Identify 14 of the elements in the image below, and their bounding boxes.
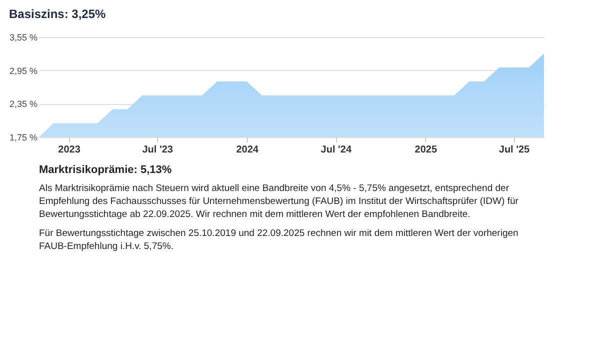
- x-tick-label: Jul '25: [498, 144, 530, 156]
- y-tick-label: 2,95 %: [9, 66, 38, 76]
- x-tick-label: Jul '23: [142, 144, 174, 156]
- x-tick-label: 2023: [58, 144, 81, 156]
- text: Marktrisikoprämie: 5,13%: [39, 164, 172, 176]
- y-tick-label: 1,75 %: [9, 132, 38, 142]
- x-tick-label: 2025: [414, 144, 438, 156]
- y-tick-label: 2,35 %: [9, 99, 38, 110]
- text: Als Marktrisikoprämie nach Steuern wird aktuell eine Bandbreite von 4,5% - 5,75% angesetzt, entsprechend der Empfehlung des Fachausschusses für Unternehmensbewertung (FAUB) im Institut der Wirtschaftsprüfer (IDW) für Bewertungsstichtage ab 22.09.2025. Wir rechnen mit dem mittleren Wert der empfohlenen Bandbreite.: [39, 183, 518, 220]
- x-tick-label: Jul '24: [320, 144, 352, 156]
- y-tick-label: 3,55 %: [9, 32, 38, 42]
- text: Für Bewertungsstichtage zwischen 25.10.2019 und 22.09.2025 rechnen wir mit dem mittleren Wert der vorherigen FAUB-Empfehlung i.H.v. 5,75%.: [39, 228, 518, 252]
- x-tick-label: 2024: [236, 144, 259, 156]
- chart-title: Basiszins: 3,25%: [8, 7, 106, 21]
